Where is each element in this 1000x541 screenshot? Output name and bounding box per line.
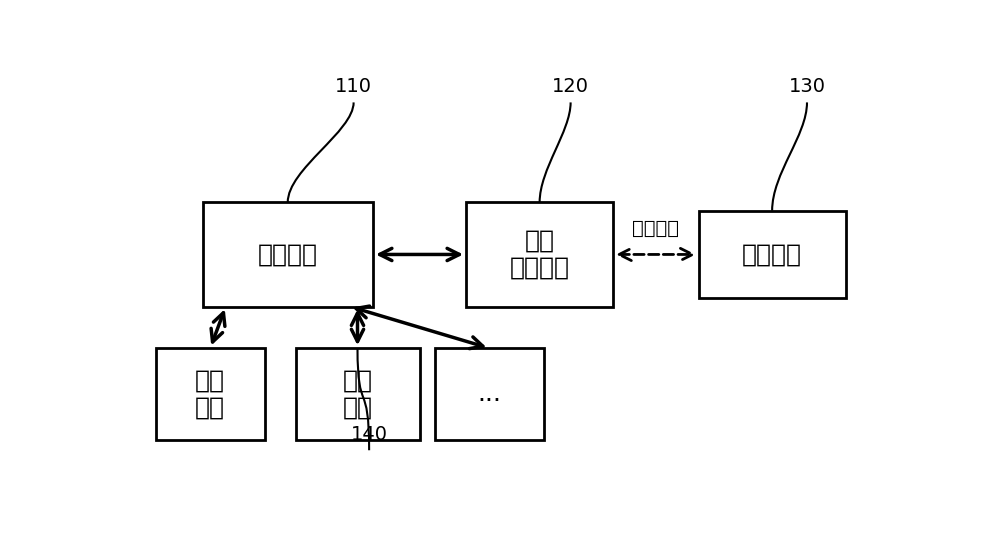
Text: 110: 110 bbox=[335, 77, 372, 96]
Bar bbox=[698, 211, 846, 298]
Text: 无线公网: 无线公网 bbox=[632, 219, 679, 238]
Bar bbox=[156, 348, 264, 440]
Bar bbox=[296, 348, 420, 440]
Text: 120: 120 bbox=[552, 77, 589, 96]
Text: 终端: 终端 bbox=[525, 229, 555, 253]
Text: 智能: 智能 bbox=[342, 395, 372, 420]
Text: 140: 140 bbox=[351, 425, 388, 444]
Bar bbox=[202, 202, 373, 307]
Text: 智能: 智能 bbox=[195, 395, 225, 420]
Text: 130: 130 bbox=[788, 77, 826, 96]
Bar bbox=[466, 202, 613, 307]
Text: ...: ... bbox=[477, 382, 501, 406]
Text: 电表: 电表 bbox=[342, 368, 372, 392]
Text: 电表: 电表 bbox=[195, 368, 225, 392]
Text: 目标系统: 目标系统 bbox=[742, 242, 802, 267]
Text: 量测终端: 量测终端 bbox=[258, 242, 318, 267]
Bar bbox=[435, 348, 544, 440]
Text: 数据共享: 数据共享 bbox=[510, 256, 570, 280]
